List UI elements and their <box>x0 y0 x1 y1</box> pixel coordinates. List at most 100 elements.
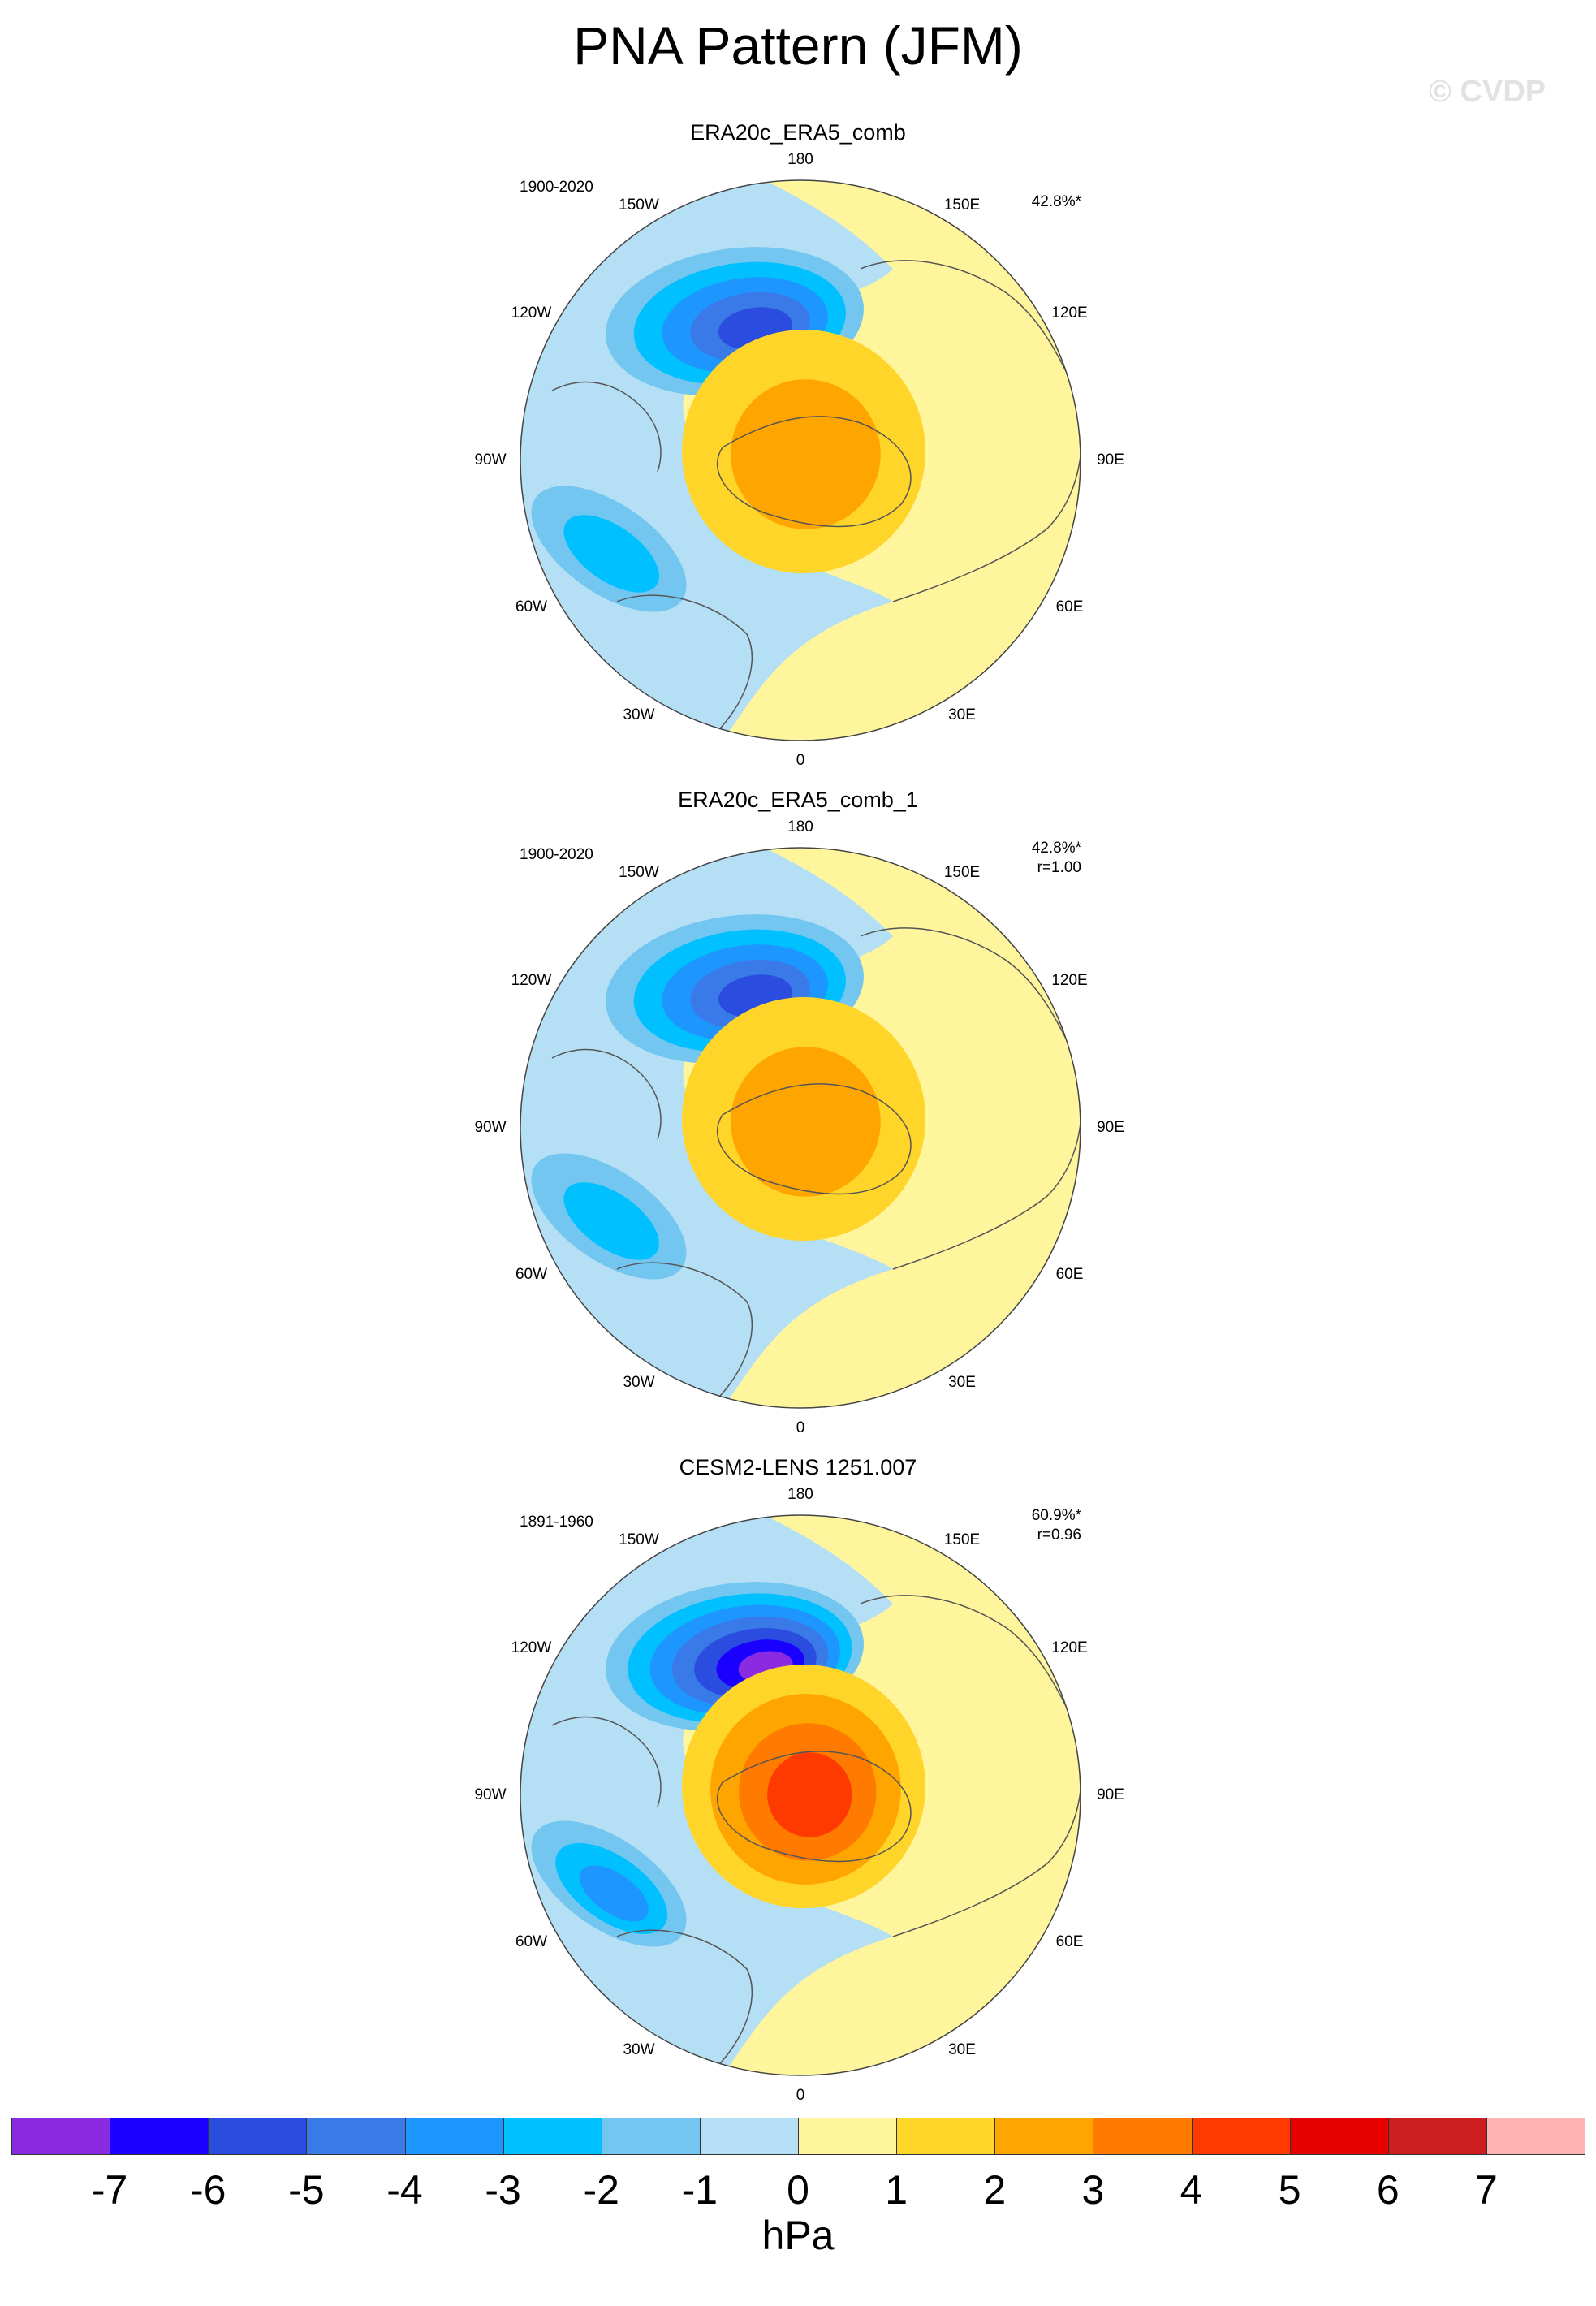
lon-label: 0 <box>796 2087 805 2104</box>
contour-southeast-us-low-neg2 <box>563 515 659 593</box>
coastline <box>892 1781 1081 1937</box>
map-panel: CESM2-LENS 1251.007 1891-1960 60.9%* r=0.96… <box>0 1455 1596 2105</box>
lon-label: 90E <box>1097 1119 1124 1136</box>
lon-label: 30E <box>948 2040 976 2058</box>
coastline <box>551 381 662 473</box>
coastline <box>892 1114 1081 1270</box>
colorbar-box <box>1093 2118 1193 2155</box>
lon-label: 0 <box>796 752 805 769</box>
figure-title: PNA Pattern (JFM) <box>573 15 1023 76</box>
coastline <box>616 1929 753 2075</box>
colorbar-box <box>110 2118 209 2155</box>
panel-variance: 42.8%* <box>1031 193 1081 210</box>
colorbar-tick-label: -4 <box>386 2167 423 2213</box>
map-border <box>520 1514 1081 2076</box>
polar-map <box>520 1514 1081 2076</box>
lon-label: 150W <box>619 1531 659 1549</box>
panel-period: 1891-1960 <box>520 1514 593 1531</box>
panel-title: ERA20c_ERA5_comb_1 <box>678 788 918 812</box>
colorbar-tick-label: -6 <box>190 2167 226 2213</box>
colorbar-box <box>601 2118 701 2155</box>
contour-western-canada-high-2 <box>731 379 881 529</box>
panel-correlation: r=0.96 <box>1037 1527 1081 1544</box>
lon-label: 150E <box>943 196 981 214</box>
lon-label: 60W <box>515 598 548 615</box>
lon-label: 150E <box>943 864 981 882</box>
contour-southeast-us-low-neg2 <box>563 1182 659 1260</box>
colorbar-box <box>994 2118 1094 2155</box>
colorbar-box <box>1191 2118 1291 2155</box>
colorbar-tick-label: 6 <box>1376 2167 1400 2213</box>
panel-period: 1900-2020 <box>520 846 593 863</box>
lon-label: 30W <box>623 2040 655 2058</box>
watermark: © CVDP <box>1429 75 1546 109</box>
lon-label: 120W <box>511 1639 552 1656</box>
polar-map <box>520 847 1081 1409</box>
colorbar-tick-label: 3 <box>1081 2167 1105 2213</box>
lon-label: 150W <box>619 196 659 214</box>
lon-label: 180 <box>787 818 813 836</box>
colorbar-box <box>11 2118 111 2155</box>
lon-label: 60W <box>515 1933 548 1950</box>
lon-label: 120E <box>1051 1639 1088 1656</box>
colorbar-box <box>1387 2118 1487 2155</box>
map-panel: ERA20c_ERA5_comb 1900-2020 42.8%* 180 150E 12… <box>0 120 1596 770</box>
lon-label: 30E <box>948 1373 976 1391</box>
colorbar-box <box>1289 2118 1389 2155</box>
coastline <box>616 594 753 741</box>
coastline <box>551 1048 662 1140</box>
panel-variance: 60.9%* <box>1031 1507 1081 1524</box>
colorbar-tick-label: -3 <box>485 2167 521 2213</box>
coastline <box>860 260 1072 383</box>
colorbar-tick-label: 2 <box>983 2167 1007 2213</box>
coastline <box>717 1083 912 1195</box>
panel-correlation: r=1.00 <box>1037 859 1081 876</box>
coastline <box>551 1716 662 1807</box>
colorbar-tick-label: 7 <box>1474 2167 1498 2213</box>
colorbar-tick-label: 5 <box>1278 2167 1301 2213</box>
colorbar-box <box>404 2118 504 2155</box>
lon-label: 150E <box>943 1531 981 1549</box>
lon-label: 30W <box>623 706 655 723</box>
colorbar-box <box>798 2118 898 2155</box>
lon-label: 120E <box>1051 304 1088 322</box>
lon-label: 30E <box>948 706 976 723</box>
lon-label: 90E <box>1097 451 1124 469</box>
lon-label: 180 <box>787 151 813 168</box>
lon-label: 0 <box>796 1419 805 1436</box>
contour-western-canada-high-2 <box>731 1047 881 1197</box>
colorbar-tick-label: 4 <box>1180 2167 1203 2213</box>
coastline <box>860 1595 1072 1718</box>
colorbar-box <box>503 2118 602 2155</box>
lon-label: 90W <box>474 1786 507 1803</box>
lon-label: 120W <box>511 972 552 989</box>
lon-label: 30W <box>623 1373 655 1391</box>
colorbar-box <box>306 2118 406 2155</box>
lon-label: 150W <box>619 864 659 882</box>
coastline <box>860 927 1072 1051</box>
lon-label: 60E <box>1055 598 1084 615</box>
colorbar-box <box>896 2118 996 2155</box>
coastline <box>717 1751 912 1863</box>
panel-title: ERA20c_ERA5_comb <box>690 120 906 145</box>
colorbar-box <box>699 2118 799 2155</box>
contour-southeast-us-low-neg3 <box>579 1865 649 1922</box>
colorbar <box>11 2118 1585 2157</box>
colorbar-tick-label: -1 <box>681 2167 718 2213</box>
lon-label: 90E <box>1097 1786 1124 1803</box>
contour-western-canada-high-4 <box>767 1752 852 1837</box>
lon-label: 90W <box>474 1119 507 1136</box>
map-border <box>520 847 1081 1409</box>
lon-label: 90W <box>474 451 507 469</box>
lon-label: 180 <box>787 1486 813 1503</box>
colorbar-tick-label: -5 <box>288 2167 325 2213</box>
coastline <box>717 416 912 528</box>
lon-label: 120W <box>511 304 552 322</box>
colorbar-tick-label: -7 <box>91 2167 128 2213</box>
lon-label: 60W <box>515 1266 548 1283</box>
colorbar-box <box>1486 2118 1585 2155</box>
coastline <box>892 447 1081 602</box>
polar-map <box>520 179 1081 741</box>
colorbar-units: hPa <box>761 2213 835 2258</box>
panel-period: 1900-2020 <box>520 179 593 196</box>
